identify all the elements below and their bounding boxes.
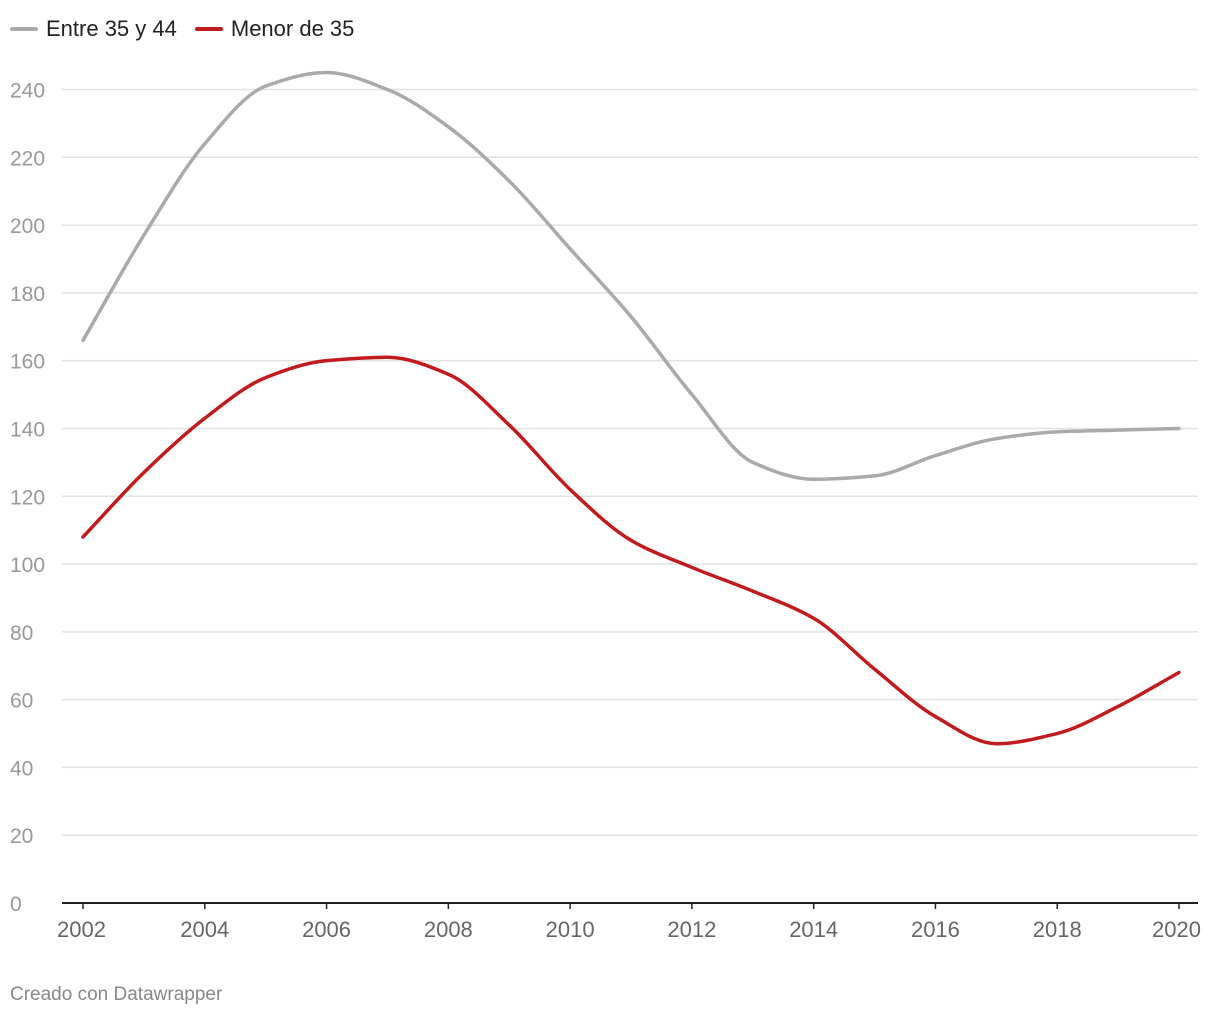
- y-tick-label-40: 40: [10, 757, 33, 780]
- footer-credit: Creado con Datawrapper: [10, 984, 223, 1005]
- y-tick-label-200: 200: [10, 215, 45, 238]
- legend-label-menor-de-35: Menor de 35: [230, 16, 355, 41]
- x-tick-label-2002: 2002: [57, 917, 106, 942]
- x-tick-label-2012: 2012: [667, 917, 716, 942]
- x-tick-label-2004: 2004: [180, 917, 229, 942]
- y-tick-label-120: 120: [10, 486, 45, 509]
- y-tick-label-220: 220: [10, 147, 45, 170]
- y-tick-label-60: 60: [10, 690, 33, 713]
- legend-swatch-entre-35-y-44: [10, 27, 38, 31]
- x-tick-label-2018: 2018: [1033, 917, 1082, 942]
- series-line-menor-de-35: [81, 355, 1181, 746]
- y-axis-ticks: 0 20 40 60 80 100 120 140 160 180 200 220 240: [10, 80, 45, 917]
- legend-item-entre-35-y-44: Entre 35 y 44: [10, 16, 177, 42]
- y-tick-label-0: 0: [10, 893, 22, 916]
- y-tick-label-140: 140: [10, 418, 45, 441]
- y-tick-label-180: 180: [10, 283, 45, 306]
- series-line-entre-35-y-44: [81, 70, 1181, 482]
- legend-label-entre-35-y-44: Entre 35 y 44: [46, 16, 177, 41]
- legend-swatch-menor-de-35: [194, 27, 223, 31]
- y-tick-label-160: 160: [10, 351, 45, 374]
- x-tick-label-2014: 2014: [789, 917, 838, 942]
- x-axis-ticks: 2002 2004 2006 2008 2010 2012 2014 2016 2018 2020: [57, 903, 1201, 942]
- chart-legend: Entre 35 y 44 Menor de 35: [10, 16, 372, 42]
- gridlines: [62, 88, 1198, 904]
- y-tick-label-100: 100: [10, 554, 45, 577]
- series-lines: [81, 70, 1181, 746]
- x-tick-label-2006: 2006: [302, 917, 351, 942]
- x-tick-label-2020: 2020: [1152, 917, 1201, 942]
- x-tick-label-2016: 2016: [911, 917, 960, 942]
- y-tick-label-240: 240: [10, 80, 45, 103]
- legend-item-menor-de-35: Menor de 35: [194, 16, 355, 42]
- x-tick-label-2010: 2010: [546, 917, 595, 942]
- y-tick-label-20: 20: [10, 825, 33, 848]
- y-tick-label-80: 80: [10, 622, 33, 645]
- x-tick-label-2008: 2008: [424, 917, 473, 942]
